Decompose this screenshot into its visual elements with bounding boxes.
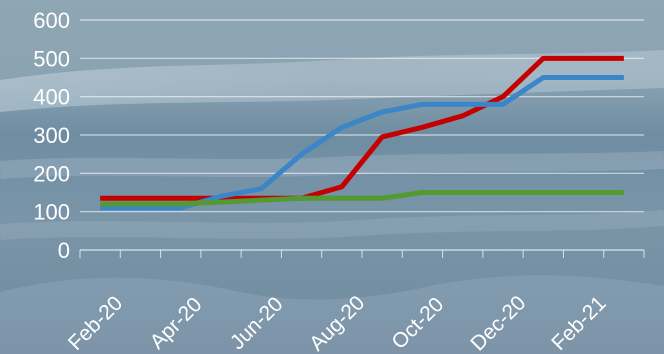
y-tick-label: 400 (33, 85, 70, 110)
x-tick-label: Apr-20 (146, 293, 207, 354)
y-tick-label: 600 (33, 8, 70, 33)
y-tick-label: 300 (33, 123, 70, 148)
x-tick-label: Jun-20 (226, 293, 288, 354)
x-tick-label: Dec-20 (466, 291, 530, 354)
y-tick-label: 200 (33, 161, 70, 186)
y-tick-label: 500 (33, 46, 70, 71)
y-tick-label: 0 (58, 238, 70, 263)
x-tick-label: Feb-20 (64, 292, 127, 354)
x-tick-label: Feb-21 (547, 292, 610, 354)
series-line (100, 55, 624, 201)
x-tick-label: Aug-20 (305, 291, 369, 354)
series-line (100, 190, 624, 207)
y-tick-label: 100 (33, 200, 70, 225)
x-tick-label: Oct-20 (387, 293, 448, 354)
